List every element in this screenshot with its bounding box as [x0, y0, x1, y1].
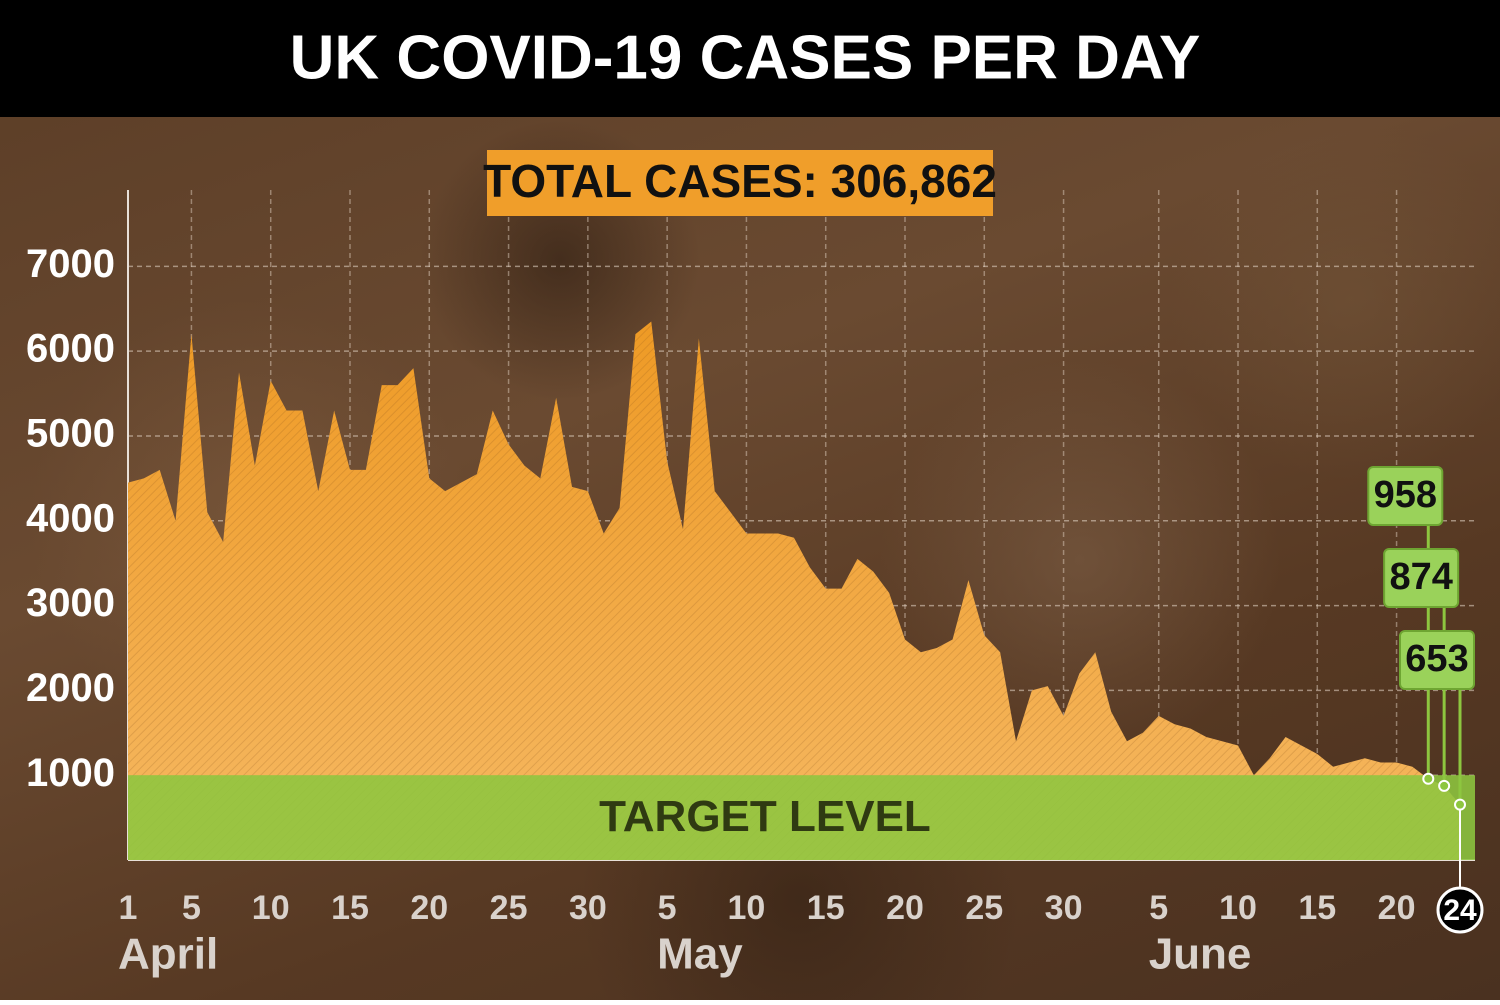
value-label: 874: [1389, 556, 1452, 598]
x-tick-label: 20: [410, 889, 448, 927]
value-label: 958: [1374, 474, 1437, 516]
x-tick-label: 1: [119, 889, 138, 927]
x-tick-label: 15: [807, 889, 845, 927]
point: [1438, 779, 1451, 792]
y-tick-label: 6000: [26, 327, 115, 371]
label-box: [1367, 466, 1444, 526]
x-tick-label: 15: [331, 889, 369, 927]
y-tick-label: 4000: [26, 496, 115, 540]
label-box: [1383, 548, 1460, 608]
total-label: TOTAL CASES: 306,862: [483, 155, 997, 207]
x-tick-label: 10: [728, 889, 766, 927]
label-box: [1399, 630, 1475, 690]
x-tick-label: 5: [658, 889, 677, 927]
y-tick-label: 7000: [26, 242, 115, 286]
point: [1422, 772, 1435, 785]
month-label: June: [1149, 930, 1252, 979]
month-label: May: [657, 930, 743, 979]
y-tick-label: 2000: [26, 666, 115, 710]
x-tick-label: 20: [1378, 889, 1416, 927]
point: [1454, 798, 1466, 811]
x-tick-label: 25: [490, 889, 528, 927]
x-tick-label: 5: [182, 889, 201, 927]
x-tick-label: 30: [1045, 889, 1083, 927]
x-tick-label: 20: [886, 889, 924, 927]
title-bar: [0, 0, 1500, 117]
x-tick-label: 5: [1149, 889, 1168, 927]
x-tick-label: 25: [965, 889, 1003, 927]
target-label: TARGET LEVEL: [599, 792, 931, 841]
y-tick-label: 1000: [26, 751, 115, 795]
target-band: [128, 775, 1475, 860]
last-day-circle: [1436, 886, 1484, 934]
x-tick-label: 24: [1443, 894, 1477, 927]
x-tick-label: 15: [1298, 889, 1336, 927]
x-tick-label: 30: [569, 889, 607, 927]
area-texture: [128, 321, 1460, 860]
x-tick-label: 10: [252, 889, 290, 927]
x-tick-label: 10: [1219, 889, 1257, 927]
chart-title: UK COVID-19 CASES PER DAY: [290, 23, 1201, 92]
value-label: 653: [1405, 638, 1468, 680]
y-tick-label: 5000: [26, 412, 115, 456]
total-box: [487, 150, 993, 216]
month-label: April: [118, 930, 218, 979]
y-tick-label: 3000: [26, 581, 115, 625]
